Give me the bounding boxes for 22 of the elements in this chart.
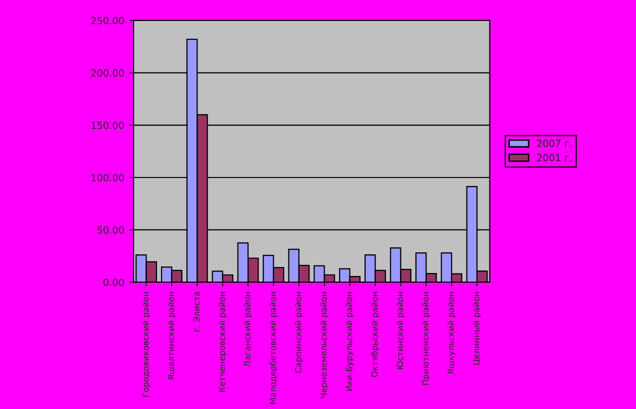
x-tick-label: Лаганский район: [244, 292, 252, 367]
x-tick-label: Сарпинский район: [294, 292, 303, 373]
y-tick-label: 200.00: [91, 69, 124, 77]
x-tick-label: г. Элиста: [193, 292, 200, 332]
legend-label: 2007 г.: [537, 140, 572, 148]
x-tick-label: Октябрьский район: [371, 292, 380, 378]
x-tick-label: Кетченеровский район: [218, 292, 227, 392]
y-tick-label: 150.00: [92, 122, 124, 129]
y-tick-label: 100.00: [92, 174, 124, 182]
x-tick-label: Яшалтинский район: [168, 292, 176, 380]
y-tick-label: 50.00: [97, 226, 124, 234]
x-tick-label: Городовиковский район: [142, 292, 150, 397]
y-tick-label: 0.00: [104, 278, 124, 286]
x-tick-label: Юстинский район: [396, 292, 405, 370]
x-tick-label: Яшкульский район: [448, 292, 456, 374]
x-tick-label: Целинный район: [473, 292, 482, 365]
x-tick-label: Ики-Бурульский район: [346, 292, 354, 391]
x-tick-label: Черноземельский район: [320, 292, 328, 398]
x-tick-label: Приютненский район: [422, 292, 430, 385]
legend-label: 2001 г.: [537, 154, 572, 162]
y-tick-label: 250.00: [91, 16, 124, 24]
x-tick-label: Малодербетовский район: [269, 292, 278, 404]
